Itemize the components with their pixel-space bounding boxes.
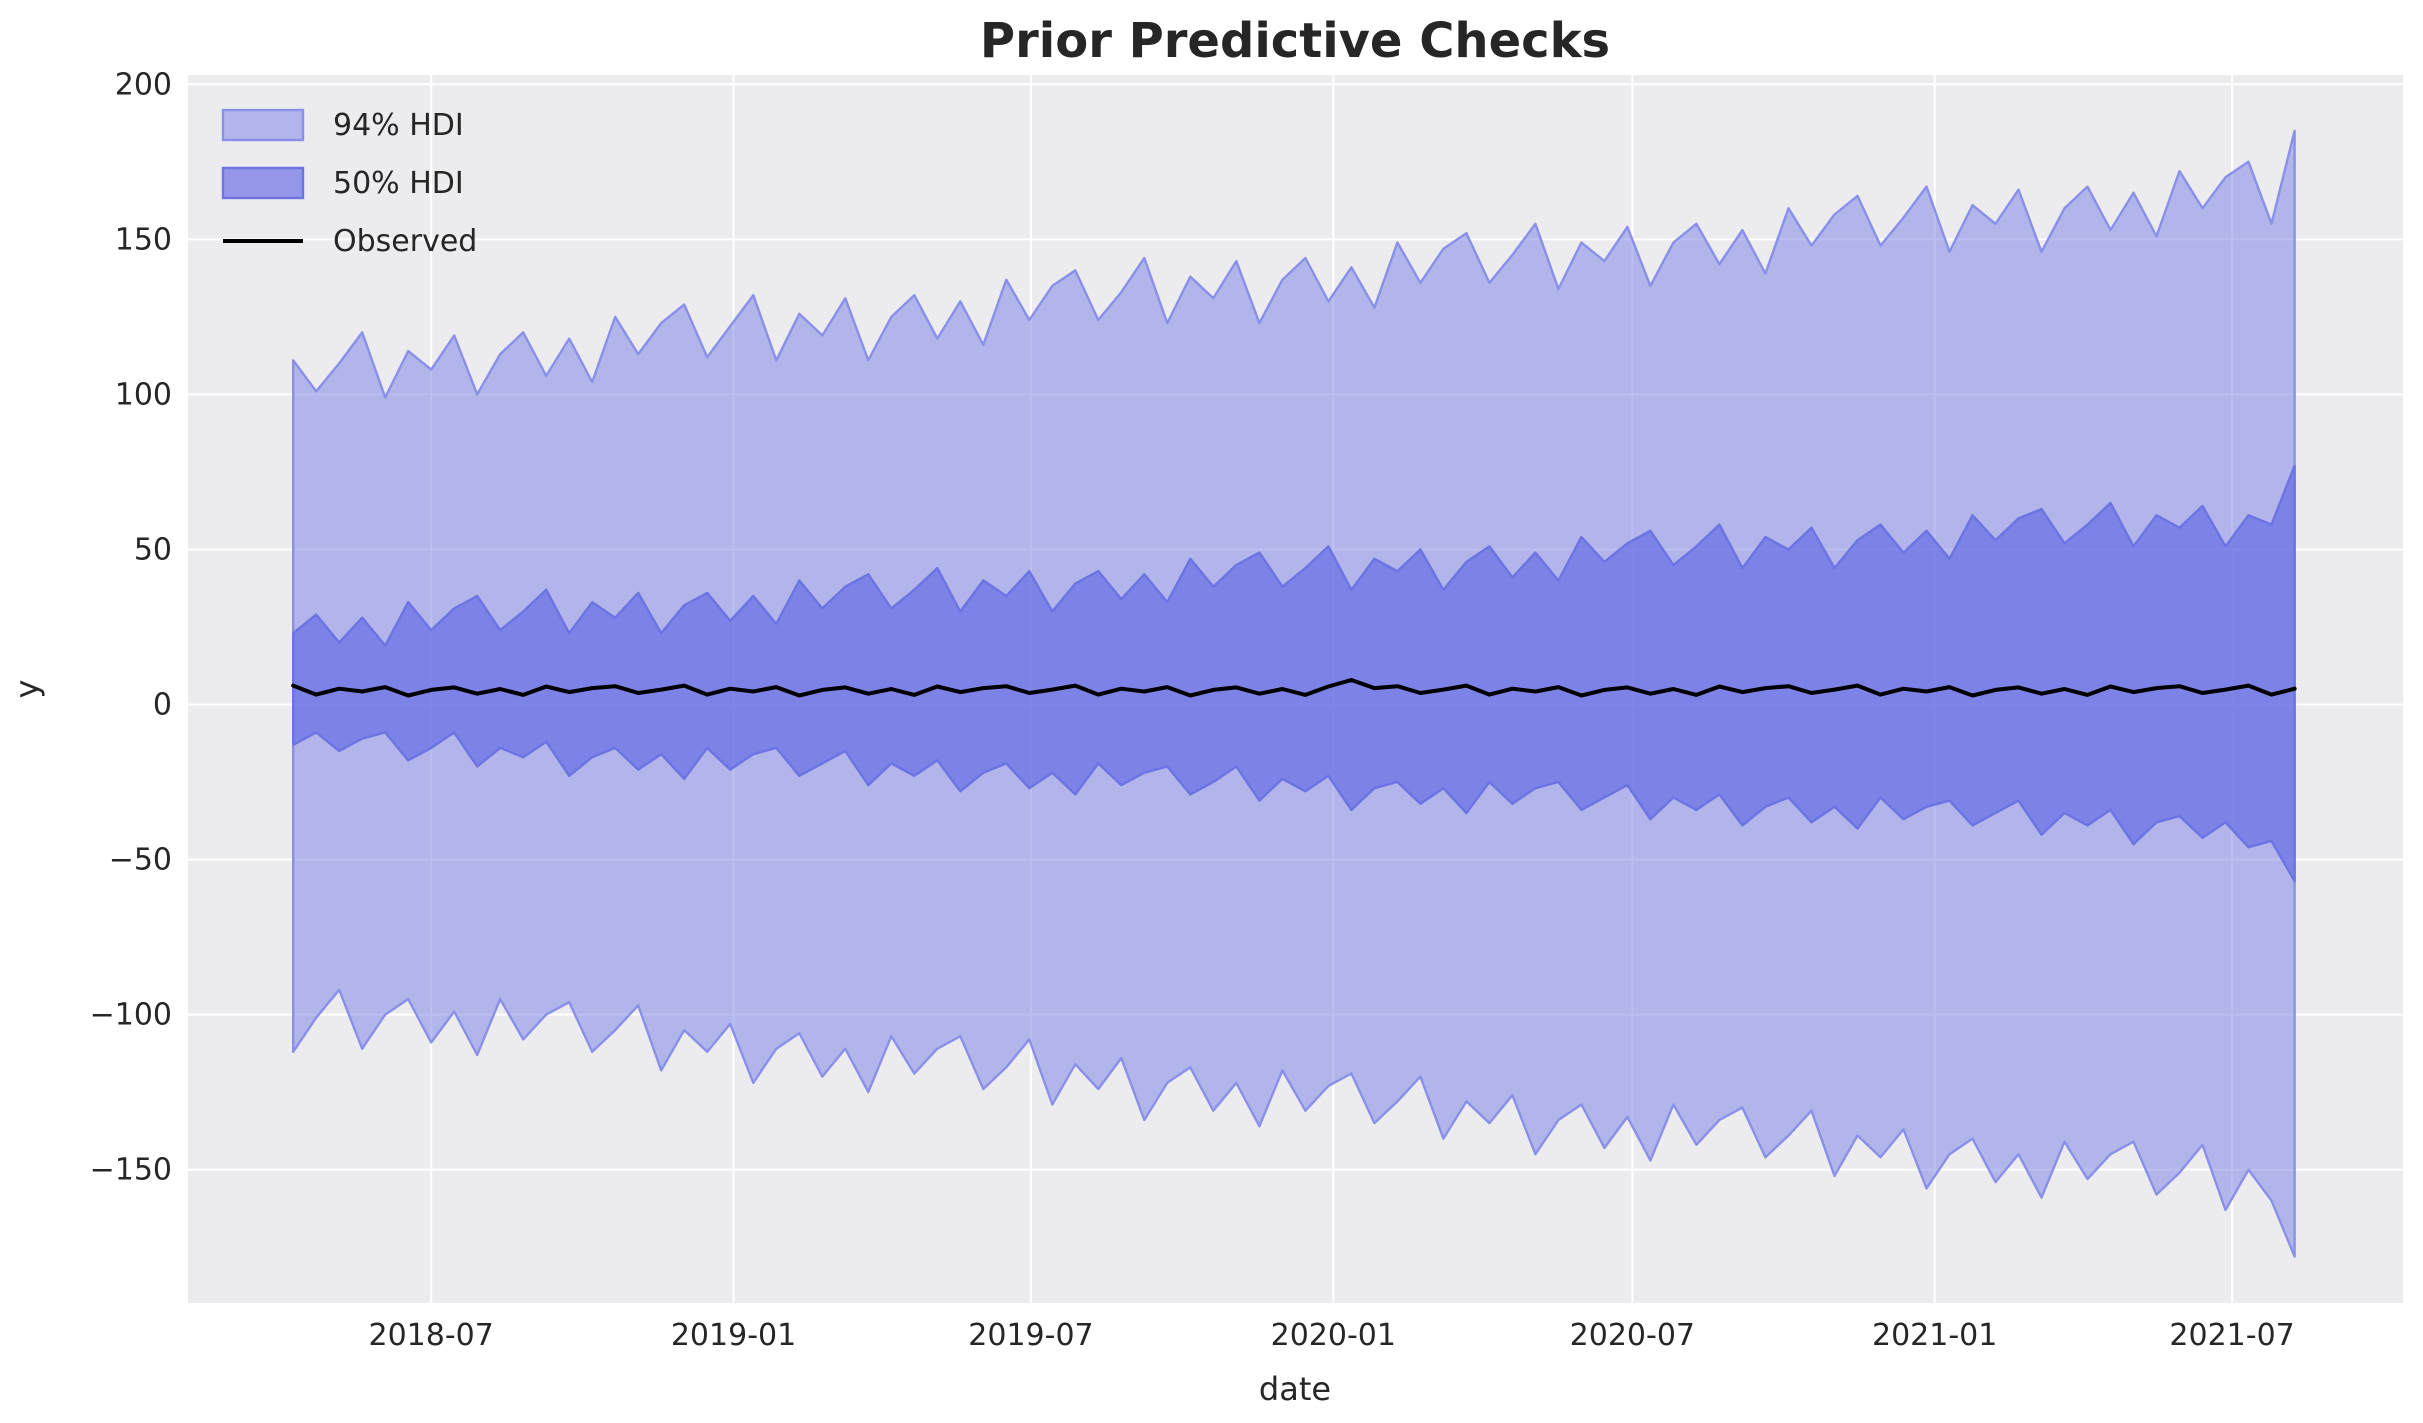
y-tick-label: 0: [153, 688, 172, 723]
x-tick-label: 2020-01: [1271, 1318, 1396, 1353]
x-axis-ticks: 2018-07 2019-01 2019-07 2020-01 2020-07 2021-…: [369, 1318, 2295, 1353]
x-tick-label: 2020-07: [1570, 1318, 1695, 1353]
x-tick-label: 2018-07: [369, 1318, 494, 1353]
legend: 94% HDI 50% HDI Observed: [221, 108, 477, 259]
legend-swatch-hdi50: [221, 166, 305, 200]
x-tick-label: 2019-01: [671, 1318, 796, 1353]
y-tick-label: 150: [115, 222, 172, 257]
y-tick-label: 50: [134, 532, 172, 567]
y-tick-label: −100: [90, 998, 172, 1033]
legend-label-hdi50: 50% HDI: [333, 166, 464, 201]
observed-line-layer: [291, 678, 2297, 698]
y-tick-label: −50: [109, 843, 172, 878]
y-tick-label: −150: [90, 1153, 172, 1188]
y-axis-ticks: 200 150 100 50 0 −50 −100 −150: [90, 67, 172, 1187]
y-tick-label: 200: [115, 67, 172, 102]
x-tick-label: 2021-07: [2169, 1318, 2294, 1353]
hdi-50-band: [292, 464, 2296, 883]
y-axis-label: y: [8, 680, 46, 699]
x-tick-label: 2019-07: [968, 1318, 1093, 1353]
legend-label-hdi94: 94% HDI: [333, 108, 464, 143]
chart-title: Prior Predictive Checks: [980, 13, 1610, 69]
x-axis-label: date: [1259, 1370, 1331, 1408]
observed-line: [291, 678, 2297, 698]
x-tick-label: 2021-01: [1872, 1318, 1997, 1353]
legend-swatch-hdi94: [221, 108, 305, 142]
y-tick-label: 100: [115, 377, 172, 412]
legend-label-observed: Observed: [333, 224, 477, 259]
